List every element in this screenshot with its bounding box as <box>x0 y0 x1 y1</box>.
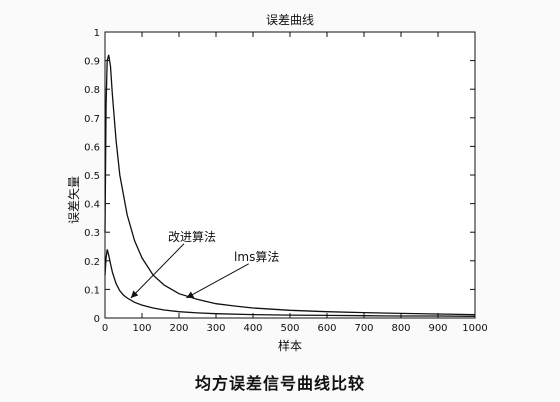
y-axis-ticks: 0 0.1 0.2 0.3 0.4 0.5 0.6 0.7 0.8 0.9 1 <box>84 28 475 325</box>
x-tick-label: 700 <box>354 323 373 334</box>
x-tick-label: 900 <box>428 323 447 334</box>
x-tick-label: 600 <box>317 323 336 334</box>
plot-area <box>104 31 476 319</box>
annotation-label-0: 改进算法 <box>168 229 216 244</box>
y-tick-label: 0.3 <box>84 228 100 239</box>
y-tick-label: 0.1 <box>84 285 100 296</box>
y-axis-label: 误差矢量 <box>67 176 81 224</box>
y-tick-label: 0.9 <box>84 57 100 68</box>
series-line-0 <box>104 54 476 316</box>
x-axis-ticks: 0 100 200 300 400 500 600 700 800 900 1000 <box>102 32 488 334</box>
figure-caption: 均方误差信号曲线比较 <box>194 374 365 393</box>
series-layer <box>104 54 476 317</box>
annotation-layer: 改进算法 lms算法 <box>130 229 279 299</box>
x-axis-label: 样本 <box>278 338 302 353</box>
annotation-arrowhead-1 <box>186 291 195 298</box>
x-tick-label: 100 <box>132 323 151 334</box>
annotation-label-1: lms算法 <box>234 249 279 264</box>
annotation-arrow-1 <box>186 263 249 299</box>
x-tick-label: 1000 <box>462 323 487 334</box>
series-line-1 <box>104 249 476 317</box>
x-tick-label: 300 <box>206 323 225 334</box>
y-tick-label: 0 <box>94 314 100 325</box>
annotation-arrowhead-0 <box>130 290 139 298</box>
x-tick-label: 0 <box>102 323 108 334</box>
y-tick-label: 0.4 <box>84 200 100 211</box>
y-tick-label: 0.2 <box>84 257 100 268</box>
x-tick-label: 500 <box>280 323 299 334</box>
y-tick-label: 1 <box>94 28 100 39</box>
chart-title: 误差曲线 <box>266 13 314 27</box>
x-tick-label: 800 <box>391 323 410 334</box>
x-tick-label: 200 <box>169 323 188 334</box>
y-tick-label: 0.6 <box>84 142 100 153</box>
y-tick-label: 0.8 <box>84 85 100 96</box>
y-tick-label: 0.5 <box>84 171 100 182</box>
x-tick-label: 400 <box>243 323 262 334</box>
y-tick-label: 0.7 <box>84 114 100 125</box>
annotation-arrow-0 <box>130 243 185 299</box>
